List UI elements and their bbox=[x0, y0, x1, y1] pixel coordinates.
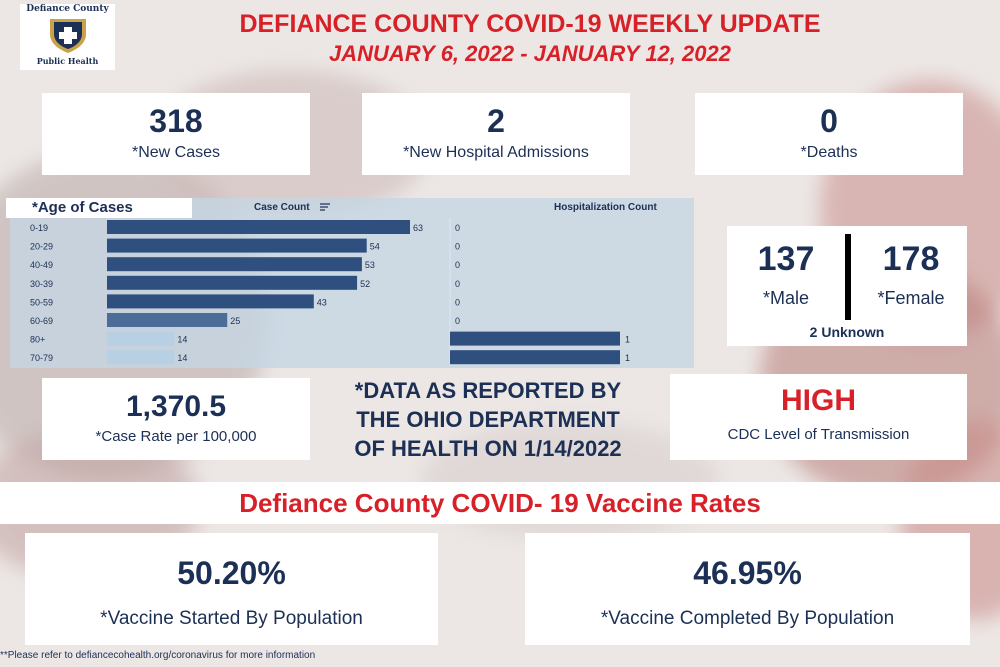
hospitalization-data-label: 0 bbox=[455, 242, 460, 252]
hospital-admissions-value: 2 bbox=[487, 103, 505, 139]
deaths-card: 0 *Deaths bbox=[695, 93, 963, 175]
case-rate-card: 1,370.5 *Case Rate per 100,000 bbox=[42, 378, 310, 460]
deaths-label: Deaths bbox=[806, 144, 858, 161]
vaccine-section-title: Defiance County COVID- 19 Vaccine Rates bbox=[239, 488, 761, 518]
footer-note: **Please refer to defiancecohealth.org/c… bbox=[0, 650, 316, 661]
vaccine-started-card: 50.20% *Vaccine Started By Population bbox=[25, 533, 438, 645]
vaccine-completed-card: 46.95% *Vaccine Completed By Population bbox=[525, 533, 970, 645]
hospitalization-data-label: 1 bbox=[625, 335, 630, 345]
cdc-level-value: HIGH bbox=[781, 384, 856, 417]
case-bar bbox=[107, 220, 410, 234]
data-note-line-1: *DATA AS REPORTED BY bbox=[354, 378, 622, 403]
case-data-label: 25 bbox=[230, 316, 240, 326]
case-data-label: 43 bbox=[317, 297, 327, 307]
age-label: 0-19 bbox=[30, 223, 48, 233]
new-cases-card: 318 *New Cases bbox=[42, 93, 310, 175]
star-marker: * bbox=[95, 428, 102, 445]
male-label: Male bbox=[770, 288, 810, 308]
age-label: 30-39 bbox=[30, 279, 53, 289]
star-marker: * bbox=[600, 608, 609, 629]
star-marker: * bbox=[800, 144, 807, 161]
case-rate-label: Case Rate per 100,000 bbox=[101, 428, 257, 445]
deaths-value: 0 bbox=[820, 103, 838, 139]
case-bar bbox=[107, 313, 228, 327]
hospital-admissions-label: New Hospital Admissions bbox=[409, 144, 589, 161]
new-cases-label: New Cases bbox=[138, 144, 221, 161]
case-bar bbox=[107, 238, 367, 253]
shield-cross-icon bbox=[49, 19, 86, 53]
vaccine-completed-label: Vaccine Completed By Population bbox=[608, 608, 895, 629]
logo-top-text: Defiance County bbox=[26, 4, 109, 14]
logo-bottom-text: Public Health bbox=[36, 56, 99, 66]
case-data-label: 52 bbox=[360, 279, 370, 289]
hospitalization-data-label: 1 bbox=[625, 353, 630, 363]
case-bar bbox=[107, 294, 314, 309]
data-note-line-3: OF HEALTH ON 1/14/2022 bbox=[354, 436, 622, 461]
star-marker: * bbox=[403, 144, 410, 161]
date-range: JANUARY 6, 2022 - JANUARY 12, 2022 bbox=[329, 41, 731, 66]
hospitalization-data-label: 0 bbox=[455, 297, 460, 307]
data-source-note: *DATA AS REPORTED BY THE OHIO DEPARTMENT… bbox=[318, 376, 658, 463]
case-data-label: 14 bbox=[177, 335, 187, 345]
hospital-admissions-card: 2 *New Hospital Admissions bbox=[362, 93, 630, 175]
data-note-line-2: THE OHIO DEPARTMENT bbox=[356, 407, 620, 432]
star-marker: * bbox=[762, 288, 770, 308]
age-label: 50-59 bbox=[30, 297, 53, 307]
chart-title: *Age of Cases bbox=[6, 198, 192, 218]
star-marker: * bbox=[131, 144, 139, 161]
hospitalization-data-label: 0 bbox=[455, 260, 460, 270]
page-title: DEFIANCE COUNTY COVID-19 WEEKLY UPDATE bbox=[239, 10, 821, 38]
age-label: 20-29 bbox=[30, 242, 53, 252]
new-cases-value: 318 bbox=[149, 103, 203, 139]
age-label: 70-79 bbox=[30, 353, 53, 363]
case-bar bbox=[107, 275, 358, 290]
case-data-label: 53 bbox=[365, 260, 375, 270]
cdc-level-label: CDC Level of Transmission bbox=[727, 426, 910, 443]
sort-icon[interactable] bbox=[320, 203, 330, 211]
female-count: 178 bbox=[882, 240, 940, 278]
case-data-label: 14 bbox=[177, 353, 187, 363]
unknown-gender-count: 2 Unknown bbox=[809, 324, 885, 340]
female-label: Female bbox=[884, 288, 945, 308]
hospitalization-data-label: 0 bbox=[455, 279, 460, 289]
vaccine-started-label: Vaccine Started By Population bbox=[107, 608, 363, 629]
hospitalization-bar bbox=[450, 331, 620, 346]
hospitalization-data-label: 0 bbox=[455, 223, 460, 233]
hospitalization-bar bbox=[450, 350, 620, 365]
star-marker: * bbox=[100, 608, 108, 629]
star-marker: * bbox=[877, 288, 885, 308]
case-bar bbox=[107, 257, 362, 272]
hospitalization-count-header: Hospitalization Count bbox=[554, 202, 657, 213]
age-label: 40-49 bbox=[30, 260, 53, 270]
hospitalization-data-label: 0 bbox=[455, 316, 460, 326]
age-of-cases-chart: *Age of Cases Case Count Hospitalization… bbox=[6, 198, 694, 368]
cdc-level-card: HIGH CDC Level of Transmission bbox=[670, 374, 967, 460]
age-label: 80+ bbox=[30, 335, 45, 345]
case-bar bbox=[107, 331, 175, 346]
case-rate-value: 1,370.5 bbox=[125, 390, 227, 423]
age-label: 60-69 bbox=[30, 316, 53, 326]
health-department-logo: Defiance County Public Health bbox=[20, 4, 115, 70]
case-data-label: 63 bbox=[413, 223, 423, 233]
vaccine-section-banner: Defiance County COVID- 19 Vaccine Rates bbox=[0, 482, 1000, 524]
case-count-header: Case Count bbox=[254, 202, 310, 213]
vaccine-started-value: 50.20% bbox=[177, 555, 286, 591]
case-data-label: 54 bbox=[370, 242, 380, 252]
case-bar bbox=[107, 350, 175, 365]
gender-divider bbox=[845, 234, 851, 320]
age-chart-svg: Case Count Hospitalization Count 0-19 63 0… bbox=[30, 202, 657, 366]
vaccine-completed-value: 46.95% bbox=[693, 555, 802, 591]
male-count: 137 bbox=[757, 240, 815, 278]
